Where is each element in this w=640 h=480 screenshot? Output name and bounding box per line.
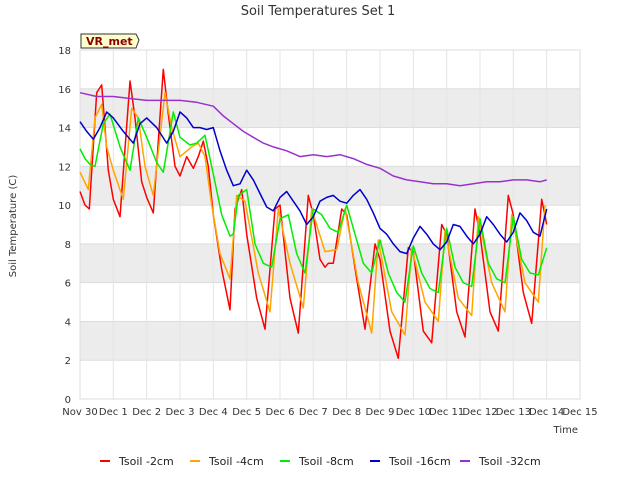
y-tick-label: 16 — [58, 85, 71, 96]
x-tick-label: Dec 4 — [199, 407, 228, 418]
chart-title: Soil Temperatures Set 1 — [241, 4, 396, 19]
legend-label: Tsoil -2cm — [118, 455, 174, 468]
station-tag-label: VR_met — [86, 35, 133, 48]
legend-label: Tsoil -8cm — [298, 455, 354, 468]
x-tick-label: Dec 15 — [562, 407, 597, 418]
legend-label: Tsoil -16cm — [388, 455, 451, 468]
y-tick-label: 12 — [58, 162, 71, 173]
x-axis-title: Time — [553, 425, 578, 436]
x-tick-label: Dec 6 — [266, 407, 295, 418]
plot-frame — [79, 49, 581, 400]
x-tick-label: Dec 2 — [132, 407, 161, 418]
series-line-tsoil-16cm — [79, 111, 548, 255]
y-tick-label: 8 — [65, 240, 71, 251]
series-line-tsoil-8cm — [79, 111, 548, 303]
series-line-tsoil-2cm — [79, 68, 548, 360]
x-tick-label: Dec 8 — [332, 407, 361, 418]
y-tick-label: 10 — [58, 201, 71, 212]
station-tag: VR_met — [80, 33, 140, 49]
legend-label: Tsoil -4cm — [208, 455, 264, 468]
x-tick-label: Dec 13 — [496, 407, 531, 418]
x-tick-label: Dec 3 — [166, 407, 195, 418]
series-line-tsoil-32cm — [79, 91, 547, 187]
y-tick-label: 0 — [65, 395, 71, 406]
y-tick-labels: 0 2 4 6 8 10 12 14 16 18 — [58, 46, 71, 406]
background-bands — [80, 88, 580, 361]
x-tick-label: Dec 5 — [232, 407, 261, 418]
x-tick-label: Nov 30 — [62, 407, 97, 418]
band-7 — [80, 88, 580, 128]
y-tick-label: 18 — [58, 46, 71, 57]
x-tick-label: Dec 10 — [396, 407, 431, 418]
legend-label: Tsoil -32cm — [478, 455, 541, 468]
y-tick-label: 14 — [58, 124, 71, 135]
x-tick-label: Dec 14 — [529, 407, 564, 418]
y-tick-label: 2 — [65, 356, 71, 367]
x-tick-label: Dec 1 — [99, 407, 128, 418]
x-tick-label: Dec 11 — [429, 407, 464, 418]
band-1 — [80, 321, 580, 361]
x-tick-label: Dec 12 — [462, 407, 497, 418]
series-lines — [79, 68, 548, 360]
x-tick-label: Dec 9 — [366, 407, 395, 418]
x-tick-labels: Nov 30 Dec 1 Dec 2 Dec 3 Dec 4 Dec 5 Dec 6 Dec … — [62, 407, 597, 418]
y-axis-title: Soil Temperature (C) — [8, 175, 19, 278]
legend: Tsoil -2cm Tsoil -4cm Tsoil -8cm Tsoil -16c… — [100, 455, 541, 468]
gridlines — [79, 49, 581, 400]
y-tick-label: 4 — [65, 317, 71, 328]
y-tick-label: 6 — [65, 279, 71, 290]
x-tick-label: Dec 7 — [299, 407, 328, 418]
